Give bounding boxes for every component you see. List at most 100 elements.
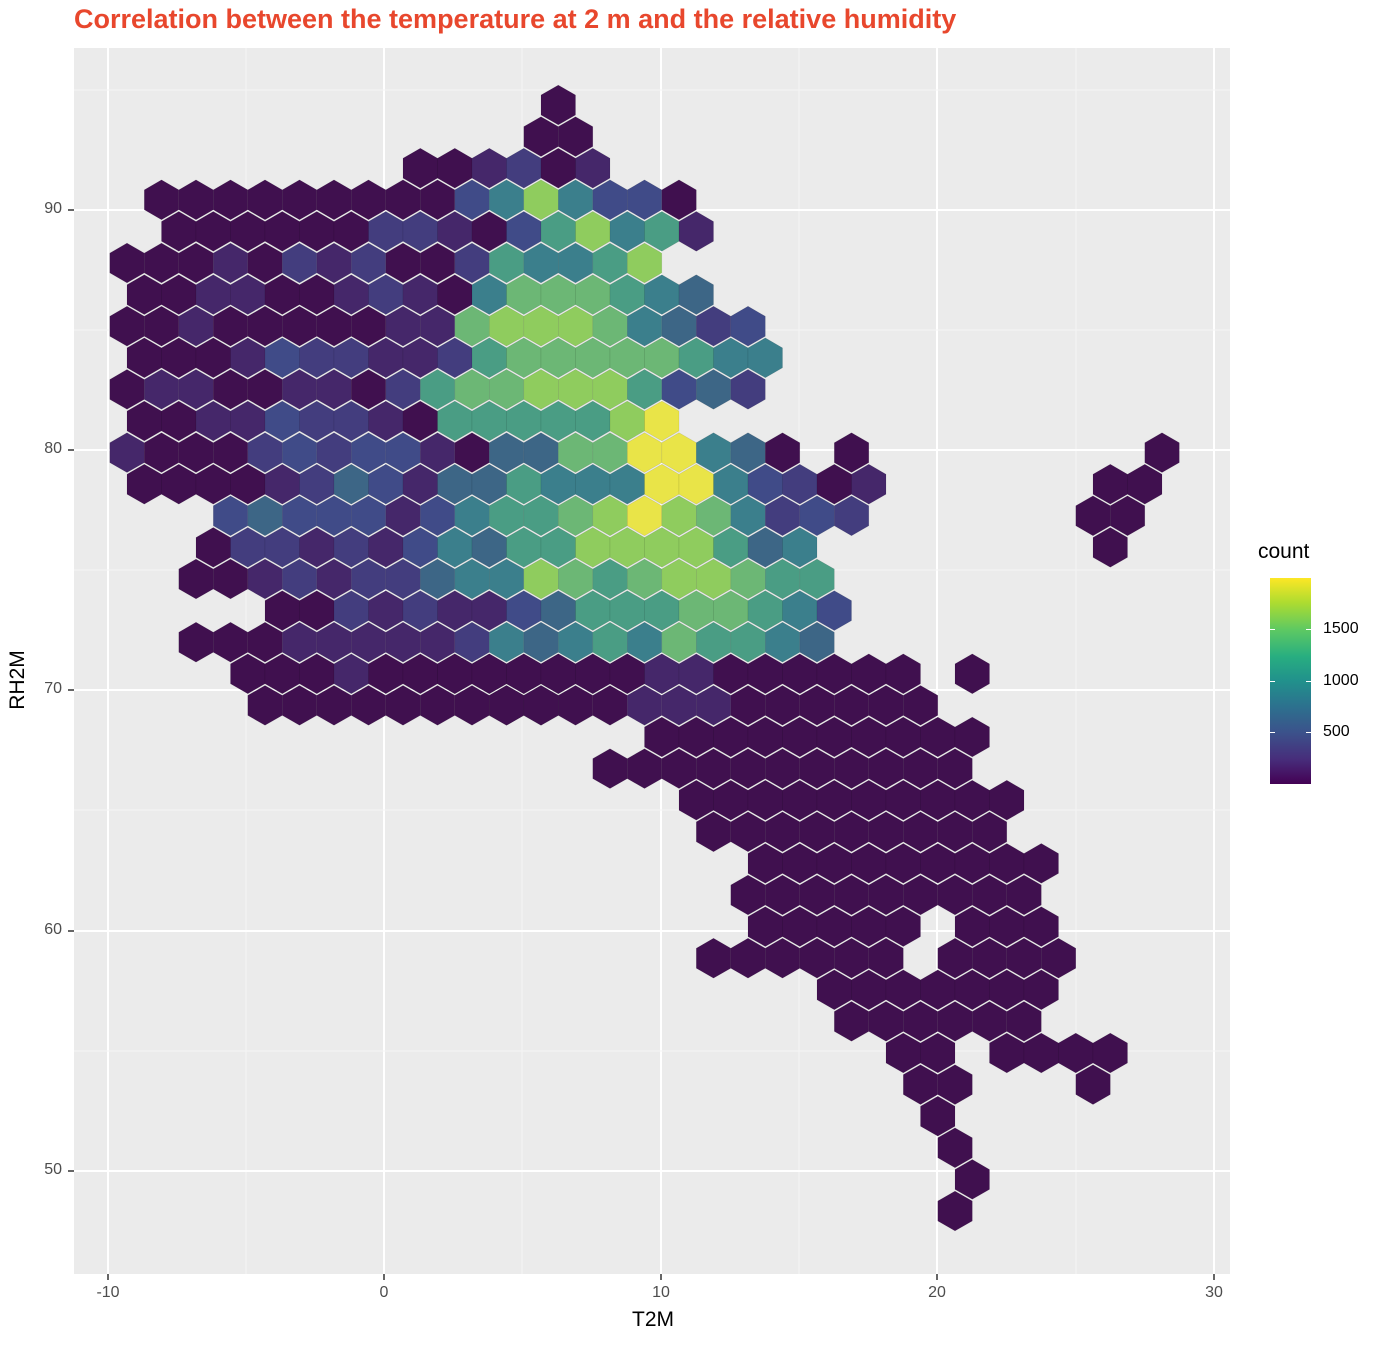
hex-cell: [937, 811, 973, 853]
hex-cell: [868, 748, 904, 789]
hex-cell: [247, 305, 283, 347]
hex-cell: [437, 653, 473, 695]
hex-cell: [402, 527, 438, 568]
hex-cell: [350, 685, 387, 726]
y-tick-50: 50: [44, 1161, 62, 1178]
hex-cell: [937, 937, 973, 979]
hex-cell: [730, 874, 766, 916]
x-tick-10: 10: [652, 1284, 670, 1301]
hex-cell: [1023, 1032, 1059, 1074]
hex-cell: [730, 432, 766, 473]
hex-cell: [523, 621, 559, 663]
hex-cell: [557, 179, 594, 221]
hex-cell: [419, 369, 456, 410]
hex-cell: [471, 590, 507, 631]
hex-cell: [281, 495, 318, 537]
hex-cell: [971, 811, 1008, 853]
hex-cell: [989, 779, 1025, 821]
hex-cell: [454, 305, 490, 347]
hex-cell: [316, 685, 352, 726]
legend-label-1000: 1000: [1323, 672, 1359, 689]
hex-cell: [506, 400, 542, 442]
hex-cell: [626, 369, 663, 410]
hex-cell: [1092, 527, 1128, 568]
hex-cell: [195, 463, 231, 505]
hex-cell: [782, 527, 818, 568]
hex-cell: [609, 400, 645, 442]
hex-cell: [695, 495, 732, 537]
hex-cell: [609, 337, 645, 379]
hex-cell: [954, 653, 990, 695]
hex-cell: [764, 685, 801, 726]
hex-cell: [989, 1032, 1025, 1074]
hex-cell: [506, 527, 542, 568]
hex-cell: [730, 621, 766, 663]
hex-cell: [247, 495, 283, 537]
hex-cell: [299, 463, 335, 505]
hex-cell: [1023, 906, 1059, 947]
hex-cell: [385, 621, 421, 663]
hex-cell: [523, 242, 559, 284]
hex-cell: [350, 621, 387, 663]
hex-cell: [506, 653, 542, 695]
hex-cell: [661, 621, 697, 663]
legend-tick: [1270, 732, 1275, 733]
hex-cell: [419, 621, 456, 663]
hex-cell: [419, 305, 456, 347]
hex-cell: [454, 685, 490, 726]
hex-cell: [713, 527, 749, 568]
hex-cell: [592, 621, 628, 663]
legend-colorbar: [1270, 578, 1311, 784]
hex-cell: [885, 716, 921, 758]
hex-cell: [144, 242, 180, 284]
x-axis-label: T2M: [632, 1308, 674, 1331]
hex-cell: [264, 274, 300, 315]
hex-cell: [644, 337, 680, 379]
hex-cell: [747, 716, 783, 758]
x-tick-0: 0: [379, 1284, 389, 1301]
hex-cell: [126, 274, 162, 315]
hex-cell: [333, 211, 369, 252]
hex-cell: [506, 211, 542, 252]
hex-cell: [954, 779, 990, 821]
hex-cell: [488, 621, 525, 663]
hex-cell: [195, 400, 231, 442]
hex-cell: [471, 274, 507, 315]
hex-cell: [299, 400, 335, 442]
hex-cell: [316, 432, 352, 473]
hex-cell: [592, 432, 628, 473]
hex-cell: [954, 716, 990, 758]
hex-cell: [350, 495, 387, 537]
hex-cell: [488, 305, 525, 347]
hex-cell: [523, 558, 559, 600]
hex-cell: [161, 211, 197, 252]
hex-cell: [454, 179, 490, 221]
hex-cell: [747, 843, 783, 884]
hex-cell: [626, 432, 663, 473]
hex-cell: [575, 400, 611, 442]
hex-cell: [747, 527, 783, 568]
hex-cell: [126, 463, 162, 505]
hex-cell: [609, 463, 645, 505]
legend-tick: [1270, 681, 1275, 682]
hex-cell: [247, 558, 283, 600]
hex-cell: [161, 274, 197, 315]
hex-cell: [178, 179, 214, 221]
hex-cell: [419, 558, 456, 600]
hex-cell: [678, 653, 714, 695]
hex-cell: [713, 337, 749, 379]
hex-cell: [368, 590, 404, 631]
hex-cell: [661, 179, 697, 221]
hex-cell: [937, 874, 973, 916]
legend-tick: [1270, 629, 1275, 630]
hex-cell: [402, 400, 438, 442]
hex-cell: [730, 558, 766, 600]
hex-cell: [454, 369, 490, 410]
hex-cell: [782, 653, 818, 695]
hex-cell: [471, 463, 507, 505]
hex-cell: [678, 337, 714, 379]
hex-cell: [178, 621, 214, 663]
hex-cell: [264, 590, 300, 631]
hex-cell: [471, 527, 507, 568]
y-tick-60: 60: [44, 921, 62, 938]
